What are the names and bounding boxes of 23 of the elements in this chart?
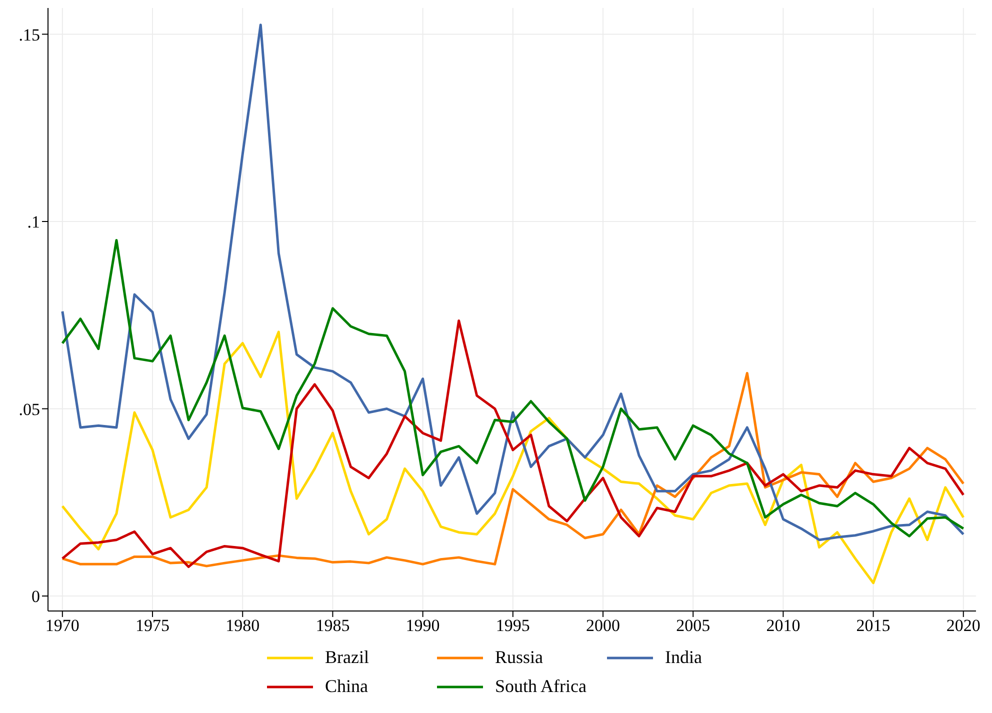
x-tick-label: 1995 <box>496 616 530 636</box>
x-tick-label: 1970 <box>45 616 80 636</box>
legend-label: Russia <box>495 647 544 668</box>
x-tick-label: 1975 <box>136 616 170 636</box>
line-series <box>61 372 965 568</box>
y-tick-label: .1 <box>27 212 40 232</box>
x-tick-label: 2015 <box>856 616 890 636</box>
x-tick-label: 1990 <box>406 616 440 636</box>
legend-label: China <box>325 676 368 697</box>
legend-label: India <box>665 647 702 668</box>
y-tick-label: .05 <box>18 400 40 419</box>
line-series <box>61 238 965 538</box>
y-tick-label: .15 <box>18 25 40 44</box>
x-tick-label: 2010 <box>766 616 800 636</box>
legend-label: South Africa <box>495 676 586 697</box>
x-tick-label: 1980 <box>226 616 260 636</box>
x-tick-label: 2020 <box>946 616 980 636</box>
legend-label: Brazil <box>325 647 369 668</box>
x-tick-label: 1985 <box>316 616 350 636</box>
line-series <box>61 24 965 542</box>
x-tick-label: 2005 <box>676 616 710 636</box>
x-tick-label: 2000 <box>586 616 620 636</box>
y-tick-label: 0 <box>32 587 40 606</box>
